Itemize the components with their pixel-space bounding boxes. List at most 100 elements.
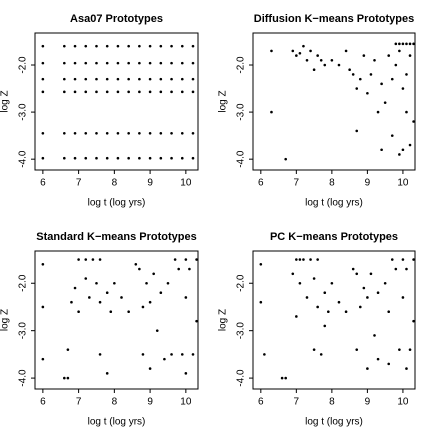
x-tick-label: 8: [329, 178, 335, 189]
point: [105, 372, 109, 375]
point: [105, 156, 109, 160]
point: [105, 61, 109, 65]
point: [337, 300, 341, 304]
point: [180, 61, 184, 65]
panel-title: Standard K−means Prototypes: [36, 231, 196, 243]
point: [109, 310, 113, 314]
point: [295, 258, 298, 261]
point: [366, 367, 369, 370]
point: [390, 77, 394, 81]
point: [127, 77, 130, 81]
point: [195, 319, 198, 323]
point: [116, 61, 120, 65]
point: [41, 357, 45, 361]
point: [105, 131, 109, 135]
y-tick-label: -3.0: [236, 322, 247, 340]
point: [184, 258, 188, 261]
point: [170, 353, 173, 356]
point: [127, 44, 130, 48]
point: [41, 156, 45, 160]
point: [66, 348, 70, 351]
point: [148, 61, 152, 65]
point: [291, 272, 295, 276]
point: [408, 143, 412, 147]
point: [387, 362, 391, 366]
point: [302, 258, 305, 261]
point: [263, 353, 266, 356]
point: [173, 258, 177, 261]
point: [84, 156, 88, 160]
point: [401, 42, 405, 46]
point: [120, 296, 123, 299]
y-axis-label: log Z: [218, 309, 229, 331]
point: [312, 348, 316, 351]
point: [358, 305, 362, 309]
point: [398, 153, 401, 156]
point: [316, 258, 319, 261]
point: [159, 90, 163, 94]
point: [401, 148, 405, 152]
point: [180, 353, 184, 356]
point: [351, 73, 355, 76]
point: [398, 348, 401, 351]
y-tick-label: -4.0: [18, 369, 29, 387]
point: [70, 300, 73, 304]
point: [77, 258, 80, 261]
point: [63, 77, 66, 81]
point: [380, 82, 383, 86]
point: [41, 131, 45, 135]
point: [41, 305, 45, 309]
y-tick-label: -4.0: [236, 150, 247, 168]
point: [41, 90, 45, 94]
point: [170, 131, 173, 135]
point: [195, 258, 198, 261]
point: [408, 42, 412, 46]
point: [305, 296, 309, 299]
point: [376, 110, 380, 114]
point: [351, 267, 355, 271]
point: [383, 281, 387, 285]
point: [298, 281, 302, 285]
point: [184, 296, 188, 299]
x-axis-label: log t (log yrs): [305, 198, 363, 209]
point: [191, 353, 195, 356]
point: [180, 90, 184, 94]
point: [295, 54, 298, 57]
x-tick-label: 7: [76, 397, 82, 408]
point: [41, 61, 45, 65]
panel-title: PC K−means Prototypes: [270, 231, 398, 243]
point: [116, 156, 120, 160]
point: [170, 90, 173, 94]
point: [159, 291, 163, 295]
point: [148, 300, 152, 304]
point: [73, 44, 77, 48]
x-axis-label: log t (log yrs): [305, 417, 363, 428]
y-tick-label: -2.0: [18, 274, 29, 292]
point: [323, 63, 327, 67]
panel-title: Asa07 Prototypes: [70, 13, 163, 25]
point: [398, 42, 401, 46]
point: [284, 376, 287, 380]
point: [159, 156, 163, 160]
point: [73, 90, 77, 94]
point: [63, 90, 66, 94]
point: [41, 44, 45, 48]
y-tick-label: -4.0: [236, 369, 247, 387]
point: [63, 131, 66, 135]
point: [105, 291, 109, 295]
point: [191, 156, 195, 160]
x-tick-label: 9: [365, 178, 371, 189]
point: [355, 87, 359, 90]
point: [383, 101, 387, 104]
point: [63, 156, 66, 160]
point: [105, 90, 109, 94]
point: [116, 90, 120, 94]
point: [170, 44, 173, 48]
x-tick-label: 10: [397, 178, 409, 189]
point: [63, 44, 66, 48]
point: [401, 296, 405, 299]
point: [355, 348, 359, 351]
x-tick-label: 10: [180, 397, 192, 408]
point: [41, 77, 45, 81]
point: [369, 73, 373, 76]
